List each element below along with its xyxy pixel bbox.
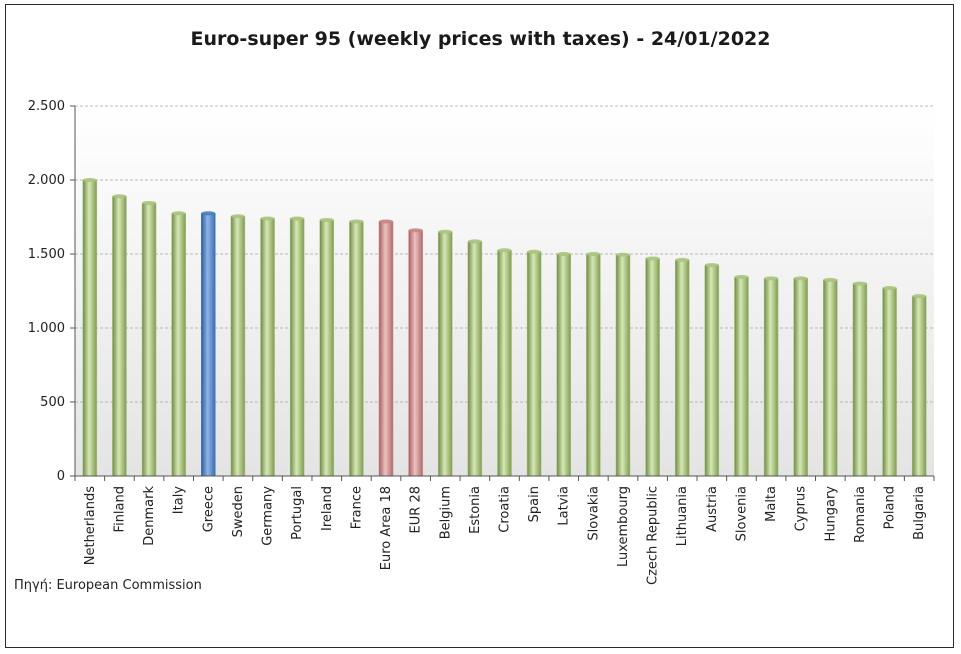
x-tick-label: Hungary [823,486,838,542]
bar-cap-portugal [290,216,305,221]
bar-cap-malta [764,276,779,281]
bar-bulgaria [911,295,927,477]
x-tick-label: Netherlands [83,486,98,565]
x-tick-label: Italy [172,486,187,515]
bar-spain [526,251,542,477]
bar-cap-czech-republic [645,256,660,261]
bar-cap-cyprus [793,276,808,281]
bar-germany [260,218,275,477]
bar-cap-estonia [467,239,482,244]
bar-hungary [823,279,838,477]
bar-cap-euro-area-18 [379,219,394,224]
bar-cap-luxembourg [615,252,630,257]
bar-cap-ireland [319,217,334,222]
y-tick-label: 2.000 [28,173,65,188]
x-tick-label: Lithuania [675,486,690,546]
bar-cap-belgium [438,229,453,234]
x-tick-label: Portugal [290,486,305,540]
bar-eur-28 [408,230,423,477]
y-tick-label: 0 [57,469,65,484]
x-tick-label: Cyprus [794,486,809,532]
bar-greece [201,213,216,477]
y-tick-label: 2.500 [28,99,65,114]
bar-denmark [141,202,157,477]
bar-luxembourg [615,254,631,477]
x-tick-label: Latvia [557,486,572,526]
bar-euro-area-18 [378,221,394,477]
bar-cap-slovenia [734,274,749,279]
x-tick-label: Austria [705,486,720,532]
bar-cap-france [349,219,364,224]
bar-netherlands [82,179,98,477]
x-tick-label: Bulgaria [912,486,927,540]
bar-sweden [230,216,246,477]
x-tick-label: Greece [201,486,216,532]
x-tick-label: Luxembourg [616,486,631,567]
x-tick-label: Poland [883,486,898,529]
bar-belgium [438,231,453,477]
x-tick-label: Slovenia [734,486,749,541]
x-tick-label: Ireland [320,486,335,531]
bar-cap-finland [112,194,127,199]
bar-cap-latvia [556,252,571,256]
x-tick-label: Malta [764,486,779,522]
bar-cap-italy [171,211,186,216]
bar-cap-greece [201,211,216,216]
x-tick-label: Slovakia [586,486,601,541]
bar-cap-spain [527,249,542,254]
bar-cap-croatia [497,248,512,253]
bar-italy [171,213,186,477]
bar-romania [852,283,868,477]
x-tick-label: Finland [112,486,127,532]
y-tick-label: 1.500 [28,247,65,262]
bar-czech-republic [645,258,660,477]
bar-cap-netherlands [82,178,97,182]
x-tick-label: Spain [527,486,542,522]
bar-cap-austria [704,263,719,268]
bar-cyprus [793,278,808,477]
x-tick-label: Czech Republic [646,486,661,585]
bar-france [349,221,364,477]
bar-cap-eur-28 [408,228,423,233]
y-tick-label: 500 [40,395,65,410]
bar-portugal [289,218,305,477]
bar-cap-hungary [823,277,838,282]
chart-title: Euro-super 95 (weekly prices with taxes)… [190,28,771,50]
bar-ireland [319,219,335,477]
bar-finland [112,196,127,477]
bar-cap-bulgaria [912,294,927,299]
x-tick-label: Euro Area 18 [379,486,394,570]
x-tick-label: Estonia [468,486,483,534]
x-tick-label: France [349,486,364,529]
source-note: Πηγή: European Commission [14,578,202,593]
bar-austria [704,264,720,477]
x-tick-label: Belgium [438,486,453,539]
x-tick-label: Denmark [142,486,157,546]
bar-slovakia [586,253,601,477]
x-tick-label: EUR 28 [409,486,424,533]
bar-croatia [497,250,512,477]
bar-malta [763,278,779,477]
bar-cap-sweden [230,214,245,219]
x-tick-label: Sweden [231,486,246,537]
y-tick-label: 1.000 [28,321,65,336]
bar-cap-denmark [142,200,157,205]
bar-estonia [467,241,483,477]
bar-slovenia [734,276,749,477]
bar-latvia [556,253,571,477]
bar-cap-slovakia [586,252,601,256]
x-tick-label: Croatia [498,486,513,533]
bar-cap-germany [260,216,275,221]
bar-cap-romania [852,281,867,286]
bar-poland [882,287,897,477]
bar-cap-lithuania [675,257,690,262]
x-tick-label: Germany [261,486,276,546]
x-tick-label: Romania [853,486,868,543]
bar-lithuania [674,259,690,477]
bar-cap-poland [882,286,897,291]
